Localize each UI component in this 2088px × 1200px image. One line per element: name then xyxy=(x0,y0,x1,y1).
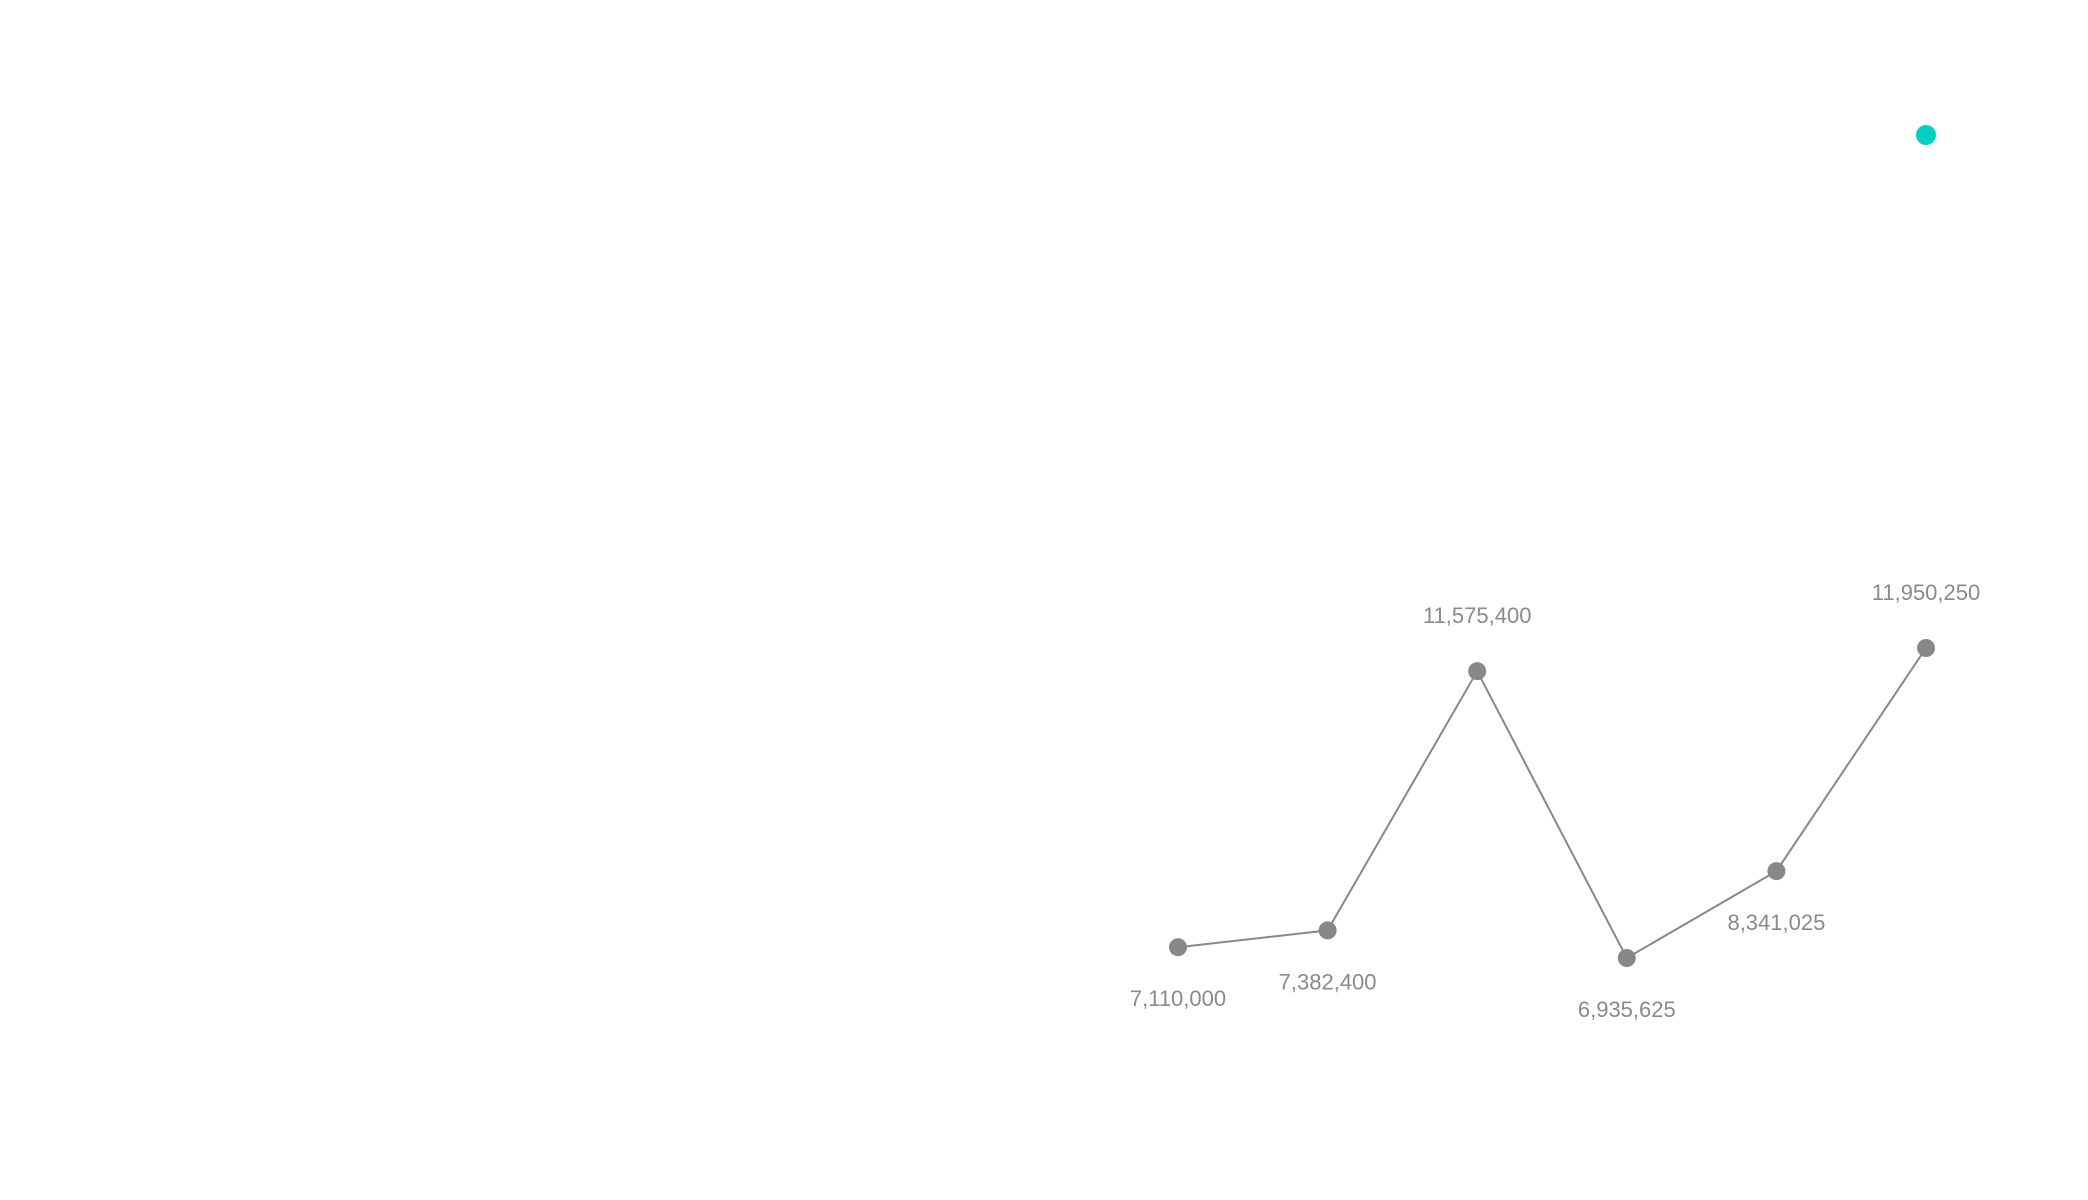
data-point-marker[interactable] xyxy=(1617,949,1636,967)
data-label: 8,341,025 xyxy=(1727,910,1825,935)
data-label: 7,110,000 xyxy=(1130,986,1226,1011)
data-point-marker[interactable] xyxy=(1318,921,1337,940)
label-layer: 7,110,000 7,382,400 11,575,400 6,935,625 8,3… xyxy=(1130,580,1980,1022)
data-label: 6,935,625 xyxy=(1578,997,1676,1022)
data-point-marker[interactable] xyxy=(1169,938,1187,957)
highlight-layer xyxy=(1916,125,1936,145)
series-line xyxy=(1177,647,1927,960)
series-layer xyxy=(1177,647,1927,960)
data-label: 11,575,400 xyxy=(1423,603,1531,628)
data-label: 11,950,250 xyxy=(1872,580,1980,605)
data-point-marker[interactable] xyxy=(1917,639,1935,657)
data-point-marker[interactable] xyxy=(1767,862,1786,881)
data-label: 7,382,400 xyxy=(1279,969,1377,994)
marker-layer xyxy=(1169,639,1935,967)
data-point-marker[interactable] xyxy=(1468,662,1487,681)
highlight-point-marker[interactable] xyxy=(1916,125,1936,145)
